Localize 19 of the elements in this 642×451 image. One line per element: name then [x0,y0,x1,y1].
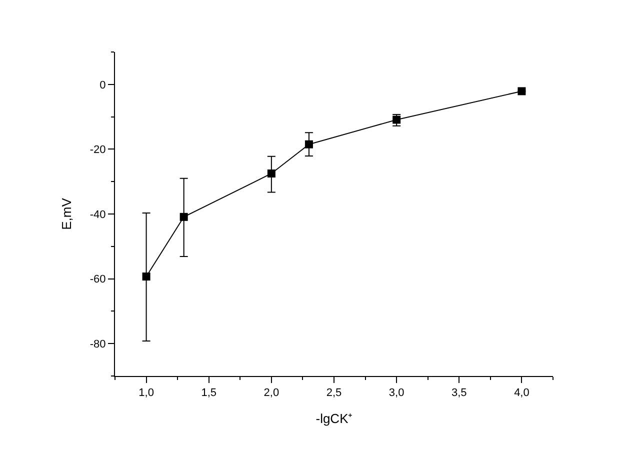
x-tick-label: 1,0 [138,387,154,400]
point [142,272,150,281]
x-tick-label: 2,0 [264,387,280,400]
y-tick-label: -60 [90,274,106,286]
y-tick-label: -40 [90,208,106,221]
y-tick-label: -20 [90,144,106,156]
point [518,87,526,96]
x-tick-label: 3,0 [388,387,404,400]
y-axis-title: E,mV [58,198,74,230]
y-tick-label: 0 [100,79,106,92]
x-tick-label: 2,5 [326,387,342,400]
point [267,170,276,178]
x-tick-label: 4,0 [514,387,530,400]
x-tick-label: 1,5 [201,387,217,400]
y-tick-label: -80 [90,338,106,350]
x-tick-label: 3,5 [451,387,467,400]
point [180,212,188,221]
point [304,140,313,148]
x-axis-title: -lgCK⁺ [316,410,352,426]
